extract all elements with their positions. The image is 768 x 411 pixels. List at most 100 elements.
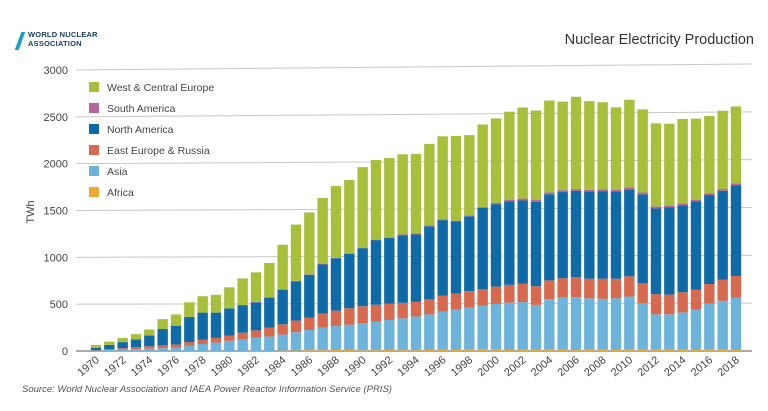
bar-segment xyxy=(570,277,582,298)
bar-segment xyxy=(477,305,488,350)
bar-segment xyxy=(250,302,262,331)
bar-segment xyxy=(530,304,542,350)
bar-segment xyxy=(570,188,582,191)
bar-segment xyxy=(584,278,595,299)
bar-segment xyxy=(344,349,355,351)
bar-segment xyxy=(664,123,675,206)
x-tick-label: 1980 xyxy=(209,354,235,379)
x-tick-label: 1982 xyxy=(235,354,261,379)
bar-segment xyxy=(397,235,408,303)
bar-segment xyxy=(357,167,368,248)
legend-label: East Europe & Russia xyxy=(107,145,210,157)
bar-segment xyxy=(490,118,502,203)
legend-label: Asia xyxy=(107,166,128,178)
bar-segment xyxy=(504,302,515,350)
bar-segment xyxy=(277,289,288,325)
bar-segment xyxy=(544,280,555,300)
bar-segment xyxy=(264,336,275,351)
bar-segment xyxy=(650,208,662,295)
x-tick-label: 1992 xyxy=(369,354,395,379)
bar-segment xyxy=(690,199,702,202)
y-tick-label: 2500 xyxy=(44,112,68,124)
bar-segment xyxy=(290,224,302,281)
bar-segment xyxy=(424,143,435,226)
bar-segment xyxy=(344,308,355,325)
bar-segment xyxy=(464,215,475,217)
bar-segment xyxy=(490,204,502,287)
x-tick-label: 1978 xyxy=(182,354,208,379)
bar-segment xyxy=(477,289,488,306)
bar-segment xyxy=(304,274,315,318)
bar-segment xyxy=(570,297,582,351)
bar-segment xyxy=(250,330,262,338)
legend-swatch xyxy=(89,166,99,176)
bar-segment xyxy=(157,319,168,329)
bar-segment xyxy=(237,305,248,333)
bar-segment xyxy=(144,335,155,347)
bar-segment xyxy=(224,335,235,341)
bar-segment xyxy=(410,316,422,351)
x-tick-label: 2000 xyxy=(475,354,501,379)
bar-segment xyxy=(730,183,742,186)
bar-segment xyxy=(117,342,128,349)
bar-segment xyxy=(437,349,448,351)
bar-segment xyxy=(624,296,635,350)
bar-segment xyxy=(144,346,155,349)
bar-segment xyxy=(637,283,648,304)
bar-segment xyxy=(704,349,715,351)
bar-segment xyxy=(184,342,195,346)
bar-segment xyxy=(464,349,475,351)
bar-segment xyxy=(650,314,662,350)
bar-segment xyxy=(370,321,382,351)
bar-segment xyxy=(144,329,155,336)
x-tick-label: 2018 xyxy=(715,354,741,379)
bar-segment xyxy=(664,207,675,295)
bar-segment xyxy=(477,349,488,351)
bar-segment xyxy=(330,310,342,327)
bar-segment xyxy=(490,286,502,304)
world-nuclear-association-logo: WORLD NUCLEAR ASSOCIATION xyxy=(14,30,128,56)
bar-segment xyxy=(650,349,662,351)
bar-segment xyxy=(410,350,422,351)
bar-segment xyxy=(704,115,715,194)
bar-segment xyxy=(504,284,515,303)
bar-segment xyxy=(504,199,515,202)
bar-segment xyxy=(384,320,395,350)
bar-segment xyxy=(717,190,728,280)
bar-segment xyxy=(370,240,382,305)
bar-segment xyxy=(424,299,435,315)
bar-segment xyxy=(650,294,662,315)
bar-segment xyxy=(597,191,608,279)
bar-segment xyxy=(570,190,582,277)
bar-segment xyxy=(544,299,555,350)
bar-segment xyxy=(544,194,555,281)
bar-segment xyxy=(237,332,248,340)
bar-segment xyxy=(597,102,608,190)
bar-segment xyxy=(704,193,715,196)
y-tick-label: 2000 xyxy=(44,159,68,171)
bar-segment xyxy=(304,330,315,351)
bar-segment xyxy=(597,298,608,350)
bar-segment xyxy=(530,349,542,351)
bar-segment xyxy=(677,312,688,350)
bar-segment xyxy=(717,188,728,191)
bar-segment xyxy=(250,272,262,302)
bar-segment xyxy=(690,349,702,351)
bar-segment xyxy=(704,195,715,285)
bar-segment xyxy=(717,300,728,350)
bar-segment xyxy=(157,345,168,349)
bar-segment xyxy=(730,106,742,184)
x-tick-label: 2010 xyxy=(609,354,635,379)
bar-segment xyxy=(664,349,675,351)
bar-segment xyxy=(584,349,595,351)
bar-segment xyxy=(370,350,382,351)
bar-segment xyxy=(464,307,475,350)
bar-segment xyxy=(610,349,622,351)
bar-segment xyxy=(557,192,568,279)
y-tick-label: 1000 xyxy=(44,252,68,264)
x-tick-label: 2014 xyxy=(662,354,688,379)
logo-text-line2: ASSOCIATION xyxy=(28,39,82,48)
bar-segment xyxy=(397,302,408,319)
bar-segment xyxy=(557,278,568,298)
